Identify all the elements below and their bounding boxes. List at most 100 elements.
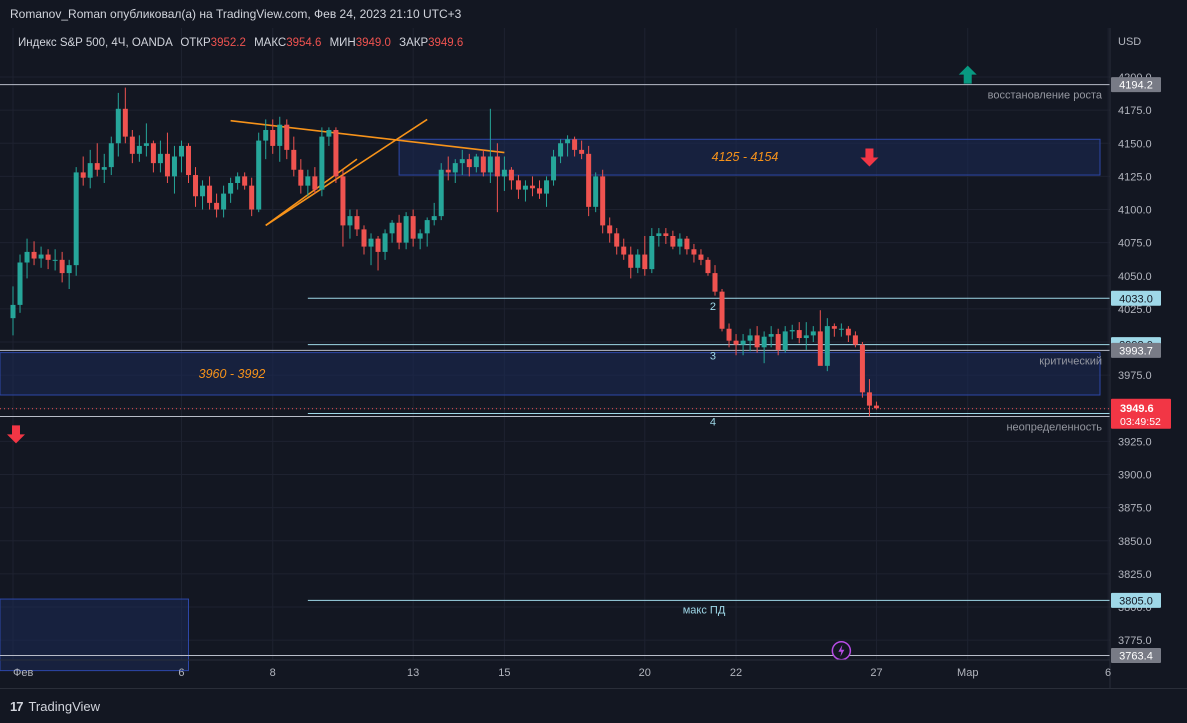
trendline (265, 118, 428, 227)
zone-label: 4125 - 4154 (712, 150, 779, 164)
candle-body (193, 175, 199, 197)
candle-body (621, 246, 627, 255)
price-tag-text: 4033.0 (1119, 293, 1153, 305)
candle-body (452, 163, 458, 173)
x-tick-label: 20 (639, 667, 651, 679)
candle-body (558, 143, 564, 157)
candle (852, 331, 858, 348)
candle (200, 180, 206, 210)
candle (108, 136, 114, 176)
candle (845, 326, 851, 342)
candle (529, 176, 535, 197)
candle (424, 217, 430, 247)
y-tick-label: 3900.0 (1118, 470, 1152, 482)
candle (775, 328, 781, 356)
candle (705, 257, 711, 276)
candle (270, 119, 276, 154)
candle (417, 229, 423, 250)
candle (473, 153, 479, 173)
candle-body (691, 249, 697, 255)
candle-body (445, 169, 451, 173)
candle (396, 214, 402, 250)
price-tag: 4194.2 (1111, 77, 1161, 93)
y-tick-label: 3825.0 (1118, 569, 1152, 581)
candle-body (221, 193, 227, 210)
candle-body (459, 159, 465, 164)
candle (789, 324, 795, 340)
candle (480, 149, 486, 177)
candle (361, 225, 367, 255)
candle-body (256, 140, 262, 210)
candle (831, 323, 837, 337)
candle (73, 167, 79, 276)
candle (382, 229, 388, 260)
y-tick-label: 4125.0 (1118, 171, 1152, 183)
candle-body (171, 156, 177, 177)
candle-body (649, 236, 655, 270)
price-tag-text: 4194.2 (1119, 80, 1153, 92)
candle (838, 323, 844, 337)
candle (101, 153, 107, 183)
candle-body (579, 149, 585, 154)
candle-body (684, 238, 690, 250)
price-zone (0, 598, 189, 672)
candle-body (417, 233, 423, 239)
y-tick-label: 4075.0 (1118, 238, 1152, 250)
candle (31, 241, 37, 266)
candle (670, 230, 676, 250)
tradingview-brand[interactable]: 17 TradingView (10, 699, 100, 714)
legend-low-label: МИН (330, 37, 356, 49)
price-tag-box (1111, 77, 1161, 93)
candle-body (136, 145, 142, 154)
candle-body (319, 136, 325, 190)
y-tick-label: 4100.0 (1118, 205, 1152, 217)
candle-body (670, 236, 676, 247)
candle (501, 156, 507, 191)
candle (263, 119, 269, 160)
candle-body (586, 153, 592, 207)
candle-body (382, 233, 388, 252)
candle (579, 140, 585, 160)
price-tag-box (1111, 342, 1161, 358)
candle (565, 135, 571, 157)
candle (810, 326, 816, 342)
candle-body (635, 254, 641, 268)
candle-body (529, 185, 535, 189)
candle (537, 180, 542, 199)
candle (214, 193, 220, 218)
brand-label: TradingView (28, 699, 101, 714)
legend-close-value: 3949.6 (428, 37, 463, 49)
candle (740, 334, 746, 356)
candle (551, 149, 557, 186)
candle-body (831, 326, 837, 329)
price-tag-text: 3993.7 (1119, 345, 1153, 357)
candle (66, 259, 72, 289)
candle (558, 139, 564, 164)
candle-body (873, 405, 879, 409)
price-chart[interactable]: 4125 - 4154 3960 - 3992 восстановление ро… (0, 28, 1187, 688)
candle-body (487, 156, 493, 173)
candle (186, 143, 191, 183)
y-tick-label: 4150.0 (1118, 138, 1152, 150)
candle (593, 172, 599, 213)
candle (403, 212, 409, 250)
x-tick-label: Мар (957, 667, 979, 679)
candle-body (354, 216, 360, 230)
candle-body (656, 233, 662, 236)
candle-body (52, 259, 58, 261)
candle-body (87, 163, 93, 178)
legend-high-label: МАКС (254, 37, 286, 49)
x-tick-label: Фев (13, 667, 33, 679)
candle (256, 132, 262, 213)
candle (24, 238, 30, 279)
tradingview-logo-icon: 17 (10, 699, 24, 714)
wave-label: 4 (710, 417, 716, 429)
y-tick-label: 4175.0 (1118, 105, 1152, 117)
candle-body (817, 331, 823, 366)
publication-header: Romanov_Roman опубликовал(а) на TradingV… (0, 0, 1187, 28)
price-tag-box (1111, 647, 1161, 663)
candle (150, 140, 156, 173)
candle-body (480, 156, 486, 173)
candle-body (270, 130, 276, 146)
candle (249, 177, 255, 217)
